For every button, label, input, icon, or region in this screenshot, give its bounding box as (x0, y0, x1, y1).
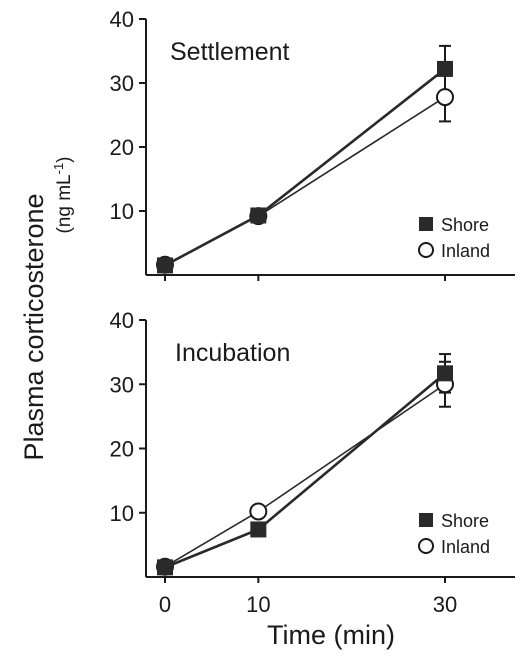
y-tick-label: 30 (110, 71, 134, 96)
shore-point (437, 365, 453, 382)
y-tick-label: 40 (110, 308, 134, 333)
y-axis-label: Plasma corticosterone (19, 193, 49, 460)
y-tick-label: 20 (110, 437, 134, 462)
y-axis-title: Plasma corticosterone (19, 193, 49, 460)
legend-shore-marker (419, 513, 433, 527)
y-tick-label: 30 (110, 372, 134, 397)
legend-shore-marker (419, 217, 433, 231)
shore-series-line (164, 67, 446, 267)
incubation-panel: 10 20 30 40 0 10 30 Incubation Shore Inland (110, 308, 515, 617)
legend-shore-label: Shore (441, 215, 489, 235)
x-tick-label: 0 (159, 592, 171, 617)
y-tick-label: 10 (110, 199, 134, 224)
inland-point (249, 502, 268, 521)
shore-point (157, 257, 173, 274)
y-axis-unit: (ng mL-1) (51, 156, 76, 233)
inland-series-line (164, 96, 446, 266)
x-axis-label: Time (min) (267, 620, 395, 650)
shore-point (250, 521, 267, 538)
x-tick-label: 10 (246, 592, 270, 617)
inland-point (436, 88, 454, 107)
shore-point (250, 207, 267, 224)
settlement-panel: 10 20 30 40 Settlement Shore Inland (110, 7, 515, 281)
y-axis-unit-label: (ng mL-1) (51, 156, 76, 233)
shore-series-line (164, 372, 446, 569)
legend-shore-label: Shore (441, 511, 489, 531)
inland-series-line (164, 383, 446, 568)
shore-point (437, 60, 453, 77)
legend-inland-label: Inland (441, 241, 490, 261)
legend-inland-marker (418, 242, 434, 258)
y-tick-label: 10 (110, 501, 134, 526)
panel-title: Incubation (175, 339, 290, 367)
y-tick-label: 20 (110, 135, 134, 160)
x-tick-label: 30 (433, 592, 457, 617)
shore-point (157, 559, 173, 576)
legend-inland-marker (418, 538, 434, 554)
panel-title: Settlement (170, 38, 290, 66)
legend-inland-label: Inland (441, 537, 490, 557)
y-tick-label: 40 (110, 7, 134, 32)
